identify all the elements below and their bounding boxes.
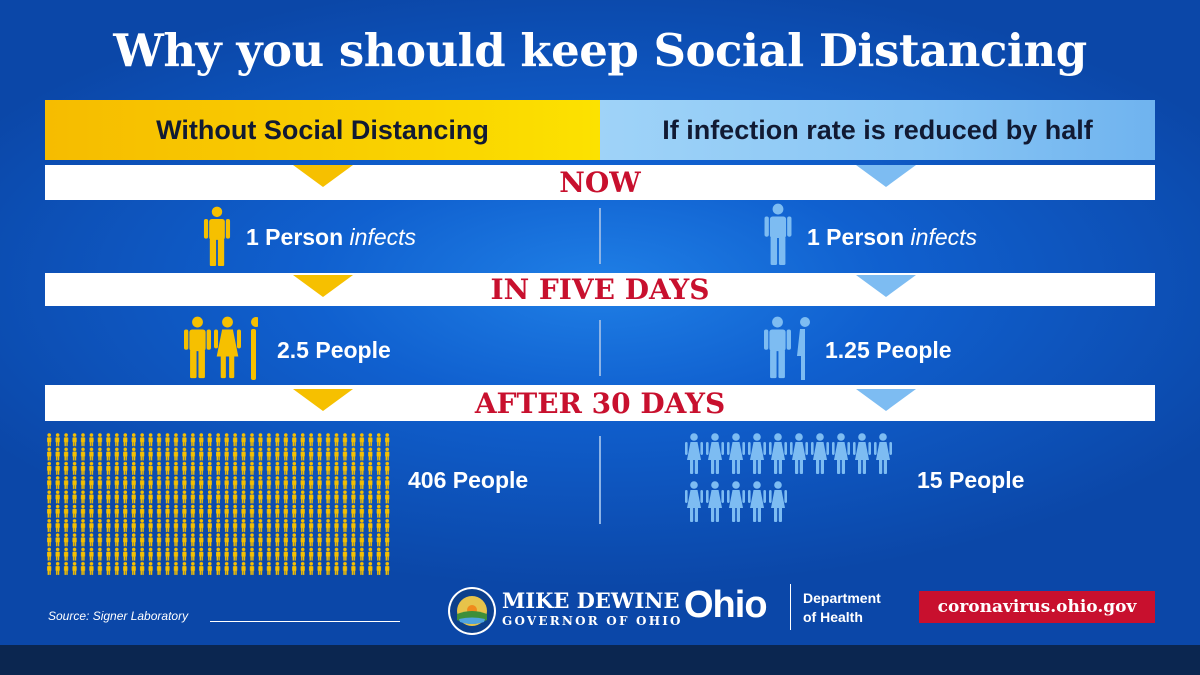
dept-line-1: Department [803,590,881,606]
band-thirty-days: AFTER 30 DAYS [45,385,1155,421]
column-divider [599,436,601,524]
arrow-down-icon [293,275,353,297]
people-2-5-icon [184,316,261,385]
person-icon [764,203,792,270]
person-icon [203,206,231,271]
column-divider [599,320,601,376]
logo-divider [790,584,791,630]
thirty-left-stat: 406 People [408,467,529,493]
page-title: Why you should keep Social Distancing [113,24,1087,77]
source-note: Source: Signer Laboratory [48,609,189,623]
arrow-down-icon [856,165,916,187]
governor-title: GOVERNOR OF OHIO [502,614,683,628]
source-underline [210,621,400,622]
now-left-stat: 1 Person infects [246,224,416,251]
band-thirty-days-label: AFTER 30 DAYS [474,387,726,420]
now-left-verb: infects [349,224,417,250]
five-left-stat: 2.5 People [277,337,391,363]
header-without-distancing: Without Social Distancing [45,100,600,160]
ohio-logo: Ohio [684,584,768,626]
band-five-days-label: IN FIVE DAYS [490,273,710,306]
people-406-grid-icon [45,433,392,576]
now-right-verb: infects [910,224,978,250]
arrow-down-icon [856,275,916,297]
arrow-down-icon [293,165,353,187]
bottom-strip [0,645,1200,675]
header-reduced-rate: If infection rate is reduced by half [600,100,1155,160]
band-now: NOW [45,165,1155,200]
column-divider [599,208,601,264]
website-link[interactable]: coronavirus.ohio.gov [919,591,1155,623]
arrow-down-icon [856,389,916,411]
people-1-25-icon [764,316,810,385]
people-15-icon [685,433,892,522]
arrow-down-icon [293,389,353,411]
governor-name: MIKE DEWINE [502,588,680,613]
band-now-label: NOW [559,166,641,199]
dept-line-2: of Health [803,609,863,625]
five-right-stat: 1.25 People [825,337,952,363]
thirty-right-stat: 15 People [917,467,1025,493]
now-right-stat: 1 Person infects [807,224,977,251]
ohio-seal-icon [448,587,496,635]
now-left-count: 1 Person [246,224,344,250]
now-right-count: 1 Person [807,224,905,250]
band-five-days: IN FIVE DAYS [45,273,1155,306]
